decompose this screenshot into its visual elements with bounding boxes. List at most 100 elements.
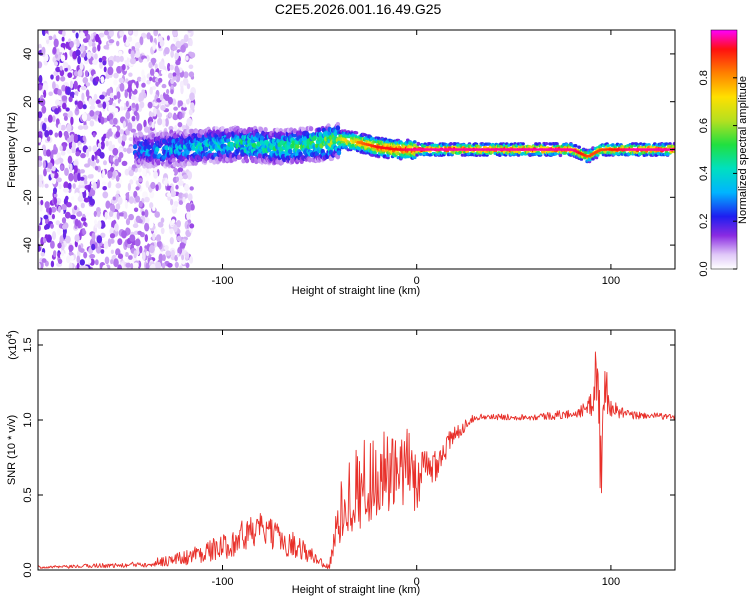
heatmap-speckle bbox=[133, 250, 137, 259]
heatmap-speckle bbox=[136, 123, 143, 132]
heatmap-speckle bbox=[127, 80, 133, 86]
heatmap-speckle bbox=[95, 158, 100, 164]
heatmap-cell bbox=[544, 142, 549, 146]
heatmap-speckle bbox=[70, 116, 74, 126]
heatmap-speckle bbox=[72, 183, 76, 189]
heatmap-speckle bbox=[189, 256, 194, 264]
heatmap-speckle bbox=[86, 51, 92, 59]
heatmap-speckle bbox=[60, 150, 66, 156]
snr-y-tick-label: 1.5 bbox=[22, 337, 34, 352]
heatmap-speckle bbox=[168, 112, 173, 118]
heatmap-cell bbox=[256, 141, 261, 147]
spectrogram-y-tick-label: -20 bbox=[22, 189, 34, 205]
heatmap-speckle bbox=[154, 211, 160, 218]
heatmap-speckle bbox=[60, 54, 66, 62]
snr-y-scale-prefix: (x10 bbox=[7, 338, 19, 359]
heatmap-speckle bbox=[171, 205, 177, 210]
heatmap-speckle bbox=[181, 106, 187, 112]
heatmap-speckle bbox=[123, 34, 127, 44]
heatmap-speckle bbox=[38, 229, 41, 239]
heatmap-speckle bbox=[38, 225, 41, 232]
heatmap-speckle bbox=[176, 253, 180, 258]
snr-x-tick-label: -100 bbox=[211, 576, 233, 588]
heatmap-speckle bbox=[182, 196, 186, 203]
heatmap-speckle bbox=[99, 62, 103, 69]
heatmap-speckle bbox=[174, 52, 179, 60]
heatmap-speckle bbox=[103, 160, 107, 166]
heatmap-speckle bbox=[121, 63, 126, 71]
heatmap-speckle bbox=[137, 230, 143, 235]
heatmap-speckle bbox=[73, 173, 78, 183]
heatmap-speckle bbox=[144, 209, 149, 218]
heatmap-cell bbox=[577, 145, 581, 149]
heatmap-speckle bbox=[188, 108, 193, 116]
heatmap-speckle bbox=[182, 174, 189, 180]
heatmap-speckle bbox=[78, 244, 82, 252]
heatmap-speckle bbox=[65, 107, 70, 112]
heatmap-speckle bbox=[91, 102, 95, 107]
heatmap-speckle bbox=[153, 71, 159, 78]
heatmap-speckle bbox=[63, 115, 68, 121]
heatmap-cell bbox=[317, 127, 322, 133]
heatmap-cell bbox=[257, 153, 262, 159]
heatmap-cell bbox=[279, 140, 285, 146]
heatmap-speckle bbox=[51, 213, 56, 220]
heatmap-speckle bbox=[175, 40, 182, 49]
heatmap-cell bbox=[292, 128, 297, 134]
heatmap-speckle bbox=[40, 199, 44, 206]
heatmap-speckle bbox=[175, 184, 179, 190]
heatmap-speckle bbox=[163, 30, 168, 33]
heatmap-speckle bbox=[182, 103, 186, 108]
heatmap-speckle bbox=[94, 154, 98, 161]
heatmap-speckle bbox=[127, 255, 133, 260]
heatmap-speckle bbox=[167, 62, 171, 72]
heatmap-speckle bbox=[187, 30, 192, 33]
heatmap-speckle bbox=[166, 88, 170, 95]
heatmap-speckle bbox=[75, 32, 79, 39]
heatmap-speckle bbox=[82, 265, 89, 269]
heatmap-speckle bbox=[63, 181, 69, 189]
heatmap-speckle bbox=[77, 211, 83, 217]
heatmap-speckle bbox=[172, 30, 178, 37]
heatmap-speckle bbox=[89, 253, 96, 259]
heatmap-speckle bbox=[74, 91, 79, 96]
heatmap-speckle bbox=[124, 168, 130, 176]
heatmap-speckle bbox=[44, 183, 49, 189]
heatmap-speckle bbox=[185, 252, 190, 259]
heatmap-speckle bbox=[92, 59, 98, 65]
heatmap-speckle bbox=[57, 89, 62, 96]
heatmap-speckle bbox=[138, 92, 145, 102]
heatmap-speckle bbox=[120, 106, 124, 111]
heatmap-speckle bbox=[144, 222, 150, 232]
heatmap-speckle bbox=[105, 140, 109, 147]
heatmap-cell bbox=[287, 148, 293, 154]
heatmap-cell bbox=[318, 131, 323, 138]
heatmap-speckle bbox=[145, 180, 149, 188]
heatmap-cell bbox=[418, 152, 423, 156]
heatmap-speckle bbox=[135, 186, 140, 191]
heatmap-cell bbox=[416, 141, 421, 146]
heatmap-speckle bbox=[118, 152, 124, 159]
heatmap-cell bbox=[629, 144, 634, 148]
heatmap-speckle bbox=[125, 100, 129, 107]
heatmap-speckle bbox=[162, 254, 166, 262]
heatmap-speckle bbox=[48, 129, 53, 136]
heatmap-speckle bbox=[59, 69, 65, 77]
heatmap-speckle bbox=[98, 57, 103, 63]
heatmap-speckle bbox=[100, 116, 105, 125]
heatmap-speckle bbox=[163, 245, 169, 251]
heatmap-speckle bbox=[178, 200, 184, 206]
heatmap-cell bbox=[554, 152, 558, 156]
heatmap-speckle bbox=[48, 207, 52, 216]
heatmap-speckle bbox=[101, 181, 107, 186]
heatmap-speckle bbox=[177, 122, 183, 128]
heatmap-cell bbox=[386, 153, 390, 158]
heatmap-speckle bbox=[135, 80, 139, 89]
heatmap-speckle bbox=[102, 60, 107, 66]
heatmap-speckle bbox=[121, 134, 127, 142]
heatmap-cell bbox=[173, 133, 179, 139]
heatmap-speckle bbox=[108, 140, 113, 147]
heatmap-speckle bbox=[38, 174, 44, 182]
heatmap-cell bbox=[573, 144, 578, 148]
